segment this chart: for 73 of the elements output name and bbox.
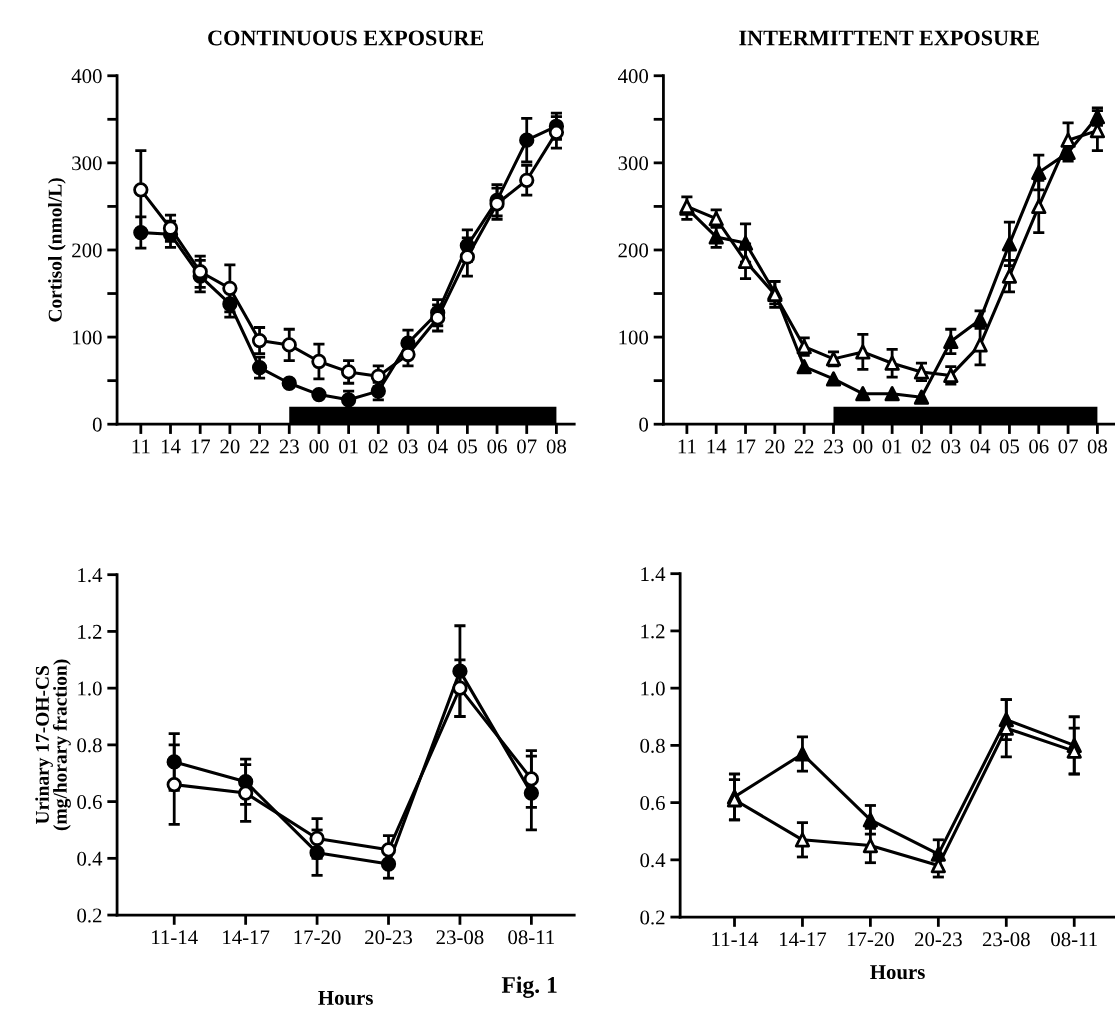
x-tick-label: 01 (882, 439, 902, 454)
chart-title: INTERMITTENT EXPOSURE (739, 30, 1039, 46)
y-tick-label: 1.0 (641, 681, 665, 696)
x-tick-label: 17-20 (294, 930, 341, 945)
y-tick-label: 300 (72, 156, 102, 171)
y-axis-title: Urinary 17-OH-CS (mg/horary fraction) (35, 659, 71, 831)
x-tick-label: 17-20 (847, 932, 894, 947)
y-tick-label: 400 (71, 69, 102, 84)
chart-title: CONTINUOUS EXPOSURE (208, 30, 484, 46)
x-tick-label: 11 (678, 439, 696, 454)
x-tick-label: 03 (398, 439, 418, 454)
y-tick-label: 1.4 (78, 568, 103, 583)
x-tick-label: 08 (546, 439, 567, 454)
y-tick-label: 0.6 (77, 794, 102, 810)
x-axis-title: Hours (318, 991, 373, 1005)
y-tick-label: 0 (639, 417, 649, 432)
x-tick-label: 04 (970, 439, 991, 454)
y-tick-label: 100 (619, 330, 649, 345)
x-tick-label: 14-17 (779, 932, 827, 947)
x-tick-label: 05 (457, 439, 477, 454)
y-tick-label: 1.2 (641, 624, 665, 639)
x-tick-label: 23-08 (436, 930, 484, 945)
x-tick-label: 05 (999, 439, 1020, 454)
x-tick-label: 07 (1058, 439, 1078, 454)
y-tick-label: 200 (618, 243, 649, 258)
x-tick-label: 00 (853, 439, 873, 454)
y-tick-label: 0.2 (640, 910, 665, 925)
x-tick-label: 04 (428, 439, 448, 454)
y-tick-label: 0.4 (640, 853, 666, 868)
x-tick-label: 02 (368, 439, 388, 454)
x-tick-label: 11-14 (152, 930, 198, 945)
x-tick-label: 23-08 (982, 932, 1030, 947)
x-tick-label: 14-17 (223, 930, 270, 945)
y-tick-label: 200 (72, 243, 102, 258)
x-tick-label: 23 (824, 439, 844, 454)
x-tick-label: 14 (707, 439, 727, 454)
x-tick-label: 11-14 (712, 932, 759, 947)
x-tick-label: 20 (765, 439, 785, 454)
x-tick-label: 07 (517, 439, 537, 454)
y-tick-label: 300 (618, 156, 649, 171)
y-tick-label: 0.6 (640, 795, 665, 811)
y-tick-label: 1.0 (78, 681, 102, 696)
x-tick-label: 08-11 (1051, 932, 1097, 947)
x-tick-label: 11 (132, 439, 150, 454)
y-tick-label: 0.8 (640, 738, 665, 753)
x-tick-label: 14 (161, 439, 181, 454)
x-tick-label: 17 (191, 439, 211, 454)
x-tick-label: 08-11 (508, 930, 555, 945)
x-tick-label: 00 (309, 439, 329, 454)
y-tick-label: 1.2 (78, 624, 102, 639)
y-tick-label: 1.4 (641, 567, 666, 582)
x-tick-label: 20 (220, 439, 240, 454)
caption: Fig. 1 (501, 976, 557, 998)
y-tick-label: 0.4 (77, 851, 103, 866)
y-tick-label: 0.8 (77, 738, 102, 753)
x-tick-label: 06 (487, 439, 507, 454)
y-tick-label: 100 (73, 330, 102, 345)
x-tick-label: 22 (794, 439, 814, 454)
y-axis-title: Cortisol (nmol/L) (48, 178, 66, 322)
x-tick-label: 08 (1087, 439, 1108, 454)
x-axis-title: Hours (870, 965, 925, 980)
x-tick-label: 20-23 (914, 932, 962, 947)
x-tick-label: 01 (339, 439, 358, 454)
x-tick-label: 22 (250, 439, 269, 454)
y-tick-label: 400 (618, 69, 649, 84)
x-tick-label: 20-23 (365, 930, 412, 945)
x-tick-label: 17 (736, 439, 756, 454)
x-tick-label: 23 (279, 439, 299, 454)
x-tick-label: 03 (941, 439, 961, 454)
x-tick-label: 02 (911, 439, 931, 454)
x-tick-label: 06 (1029, 439, 1049, 454)
y-tick-label: 0 (92, 417, 102, 432)
y-tick-label: 0.2 (77, 908, 102, 923)
